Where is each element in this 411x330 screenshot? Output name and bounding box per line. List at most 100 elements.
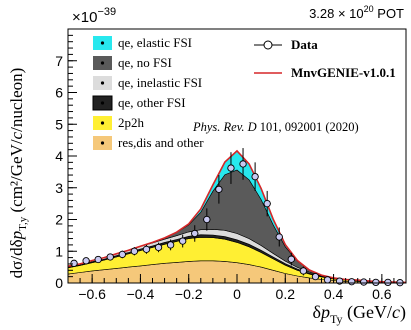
legend-dot xyxy=(100,101,105,105)
data-marker xyxy=(191,229,199,238)
legend-dot xyxy=(100,141,105,145)
data-marker xyxy=(154,243,163,252)
y-tick-label: 0 xyxy=(55,275,63,291)
x-axis-label: δpTy (GeV/c) xyxy=(313,302,406,326)
legend-label: qe, inelastic FSI xyxy=(118,75,202,90)
x-tick-label: 0 xyxy=(233,286,241,302)
data-point xyxy=(299,266,308,276)
data-marker xyxy=(311,272,320,281)
data-marker xyxy=(142,245,151,253)
data-point xyxy=(287,252,295,266)
legend-label: qe, other FSI xyxy=(118,95,186,110)
y-tick-label: 4 xyxy=(55,148,63,164)
legend-entry-data: Data xyxy=(254,37,318,52)
legend-dot xyxy=(100,121,105,125)
y-tick-label: 3 xyxy=(55,180,63,196)
stacked-areas xyxy=(68,150,406,283)
x-tick-label: 0.6 xyxy=(372,286,392,302)
legend-entry-model: MnvGENIE-v1.0.1 xyxy=(254,65,396,80)
legend-entry: res,dis and other xyxy=(93,135,204,150)
data-marker xyxy=(372,278,380,287)
data-point xyxy=(106,253,114,261)
y-tick-label: 6 xyxy=(55,85,63,101)
data-point xyxy=(130,247,139,256)
data-marker xyxy=(166,241,175,249)
data-point xyxy=(203,208,211,231)
data-marker xyxy=(360,278,368,286)
y-tick-label: 5 xyxy=(55,116,63,132)
data-marker xyxy=(94,255,102,264)
data-point xyxy=(142,244,151,254)
data-point xyxy=(263,190,271,217)
data-point xyxy=(227,152,235,184)
x-tick-label: 0.2 xyxy=(276,286,296,302)
axes: −0.6 −0.4 −0.2 0 0.2 0.4 0.6 0 1 2 3 4 5 6 7 xyxy=(55,28,407,302)
data-point xyxy=(372,278,380,287)
legend-left: qe, elastic FSI qe, no FSI qe, inelastic F… xyxy=(92,35,204,150)
data-marker xyxy=(215,185,223,193)
legend-data-marker xyxy=(263,40,273,50)
legend-label: MnvGENIE-v1.0.1 xyxy=(291,65,396,80)
y-axis-label: dσ/dδpT,y (cm²/GeV/c/nucleon) xyxy=(7,68,29,279)
data-marker xyxy=(70,259,78,267)
data-point xyxy=(251,162,259,191)
legend-label: res,dis and other xyxy=(118,135,204,150)
data-point xyxy=(311,272,320,281)
data-marker xyxy=(130,247,139,255)
x-tick-label: −0.4 xyxy=(127,286,155,302)
data-point xyxy=(166,239,175,251)
x-tick-label: −0.6 xyxy=(78,286,106,302)
data-points xyxy=(70,148,404,287)
data-point xyxy=(384,278,392,287)
legend-dot xyxy=(100,61,105,65)
data-marker xyxy=(323,276,332,284)
data-marker xyxy=(179,237,187,245)
data-marker xyxy=(239,160,247,168)
x-tick-label: 0.4 xyxy=(324,286,344,302)
data-point xyxy=(191,225,199,242)
data-marker xyxy=(348,278,356,286)
citation: Phys. Rev. D 101, 092001 (2020) xyxy=(192,120,359,134)
data-marker xyxy=(82,257,90,265)
data-marker xyxy=(203,215,211,224)
legend-label: Data xyxy=(291,37,318,52)
data-marker xyxy=(263,199,271,208)
data-point xyxy=(94,255,102,264)
legend-label: 2p2h xyxy=(118,115,145,130)
data-point xyxy=(215,175,223,204)
data-point xyxy=(154,242,163,253)
x-tick-label: −0.2 xyxy=(175,286,203,302)
data-point xyxy=(239,148,247,180)
legend-entry: qe, elastic FSI xyxy=(93,35,192,50)
legend-dot xyxy=(100,81,105,85)
data-point xyxy=(360,278,368,286)
data-point xyxy=(118,250,126,259)
legend-entry: qe, inelastic FSI xyxy=(93,75,202,90)
data-marker xyxy=(251,172,259,181)
legend-dot xyxy=(100,41,105,45)
legend-entry: qe, other FSI xyxy=(92,95,186,111)
y-tick-label: 7 xyxy=(55,53,63,69)
data-marker xyxy=(287,255,295,263)
pot-label: 3.28 × 1020 POT xyxy=(309,4,404,21)
data-marker xyxy=(275,233,283,241)
legend-entry: 2p2h xyxy=(93,115,145,130)
data-marker xyxy=(106,253,114,261)
legend-label: qe, elastic FSI xyxy=(118,35,192,50)
data-point xyxy=(348,278,356,286)
data-marker xyxy=(299,267,308,275)
data-marker xyxy=(227,164,235,172)
data-point xyxy=(323,276,332,284)
data-marker xyxy=(384,278,392,287)
y-tick-label: 1 xyxy=(55,243,63,259)
data-marker xyxy=(118,250,126,259)
legend-entry: qe, no FSI xyxy=(93,55,172,70)
data-point xyxy=(82,257,90,265)
data-point xyxy=(70,259,78,267)
y-tick-label: 2 xyxy=(55,212,63,228)
legend-right: Data MnvGENIE-v1.0.1 xyxy=(254,37,396,80)
legend-label: qe, no FSI xyxy=(118,55,172,70)
data-point xyxy=(179,234,187,248)
y-exponent-label: ×10−39 xyxy=(72,6,116,26)
